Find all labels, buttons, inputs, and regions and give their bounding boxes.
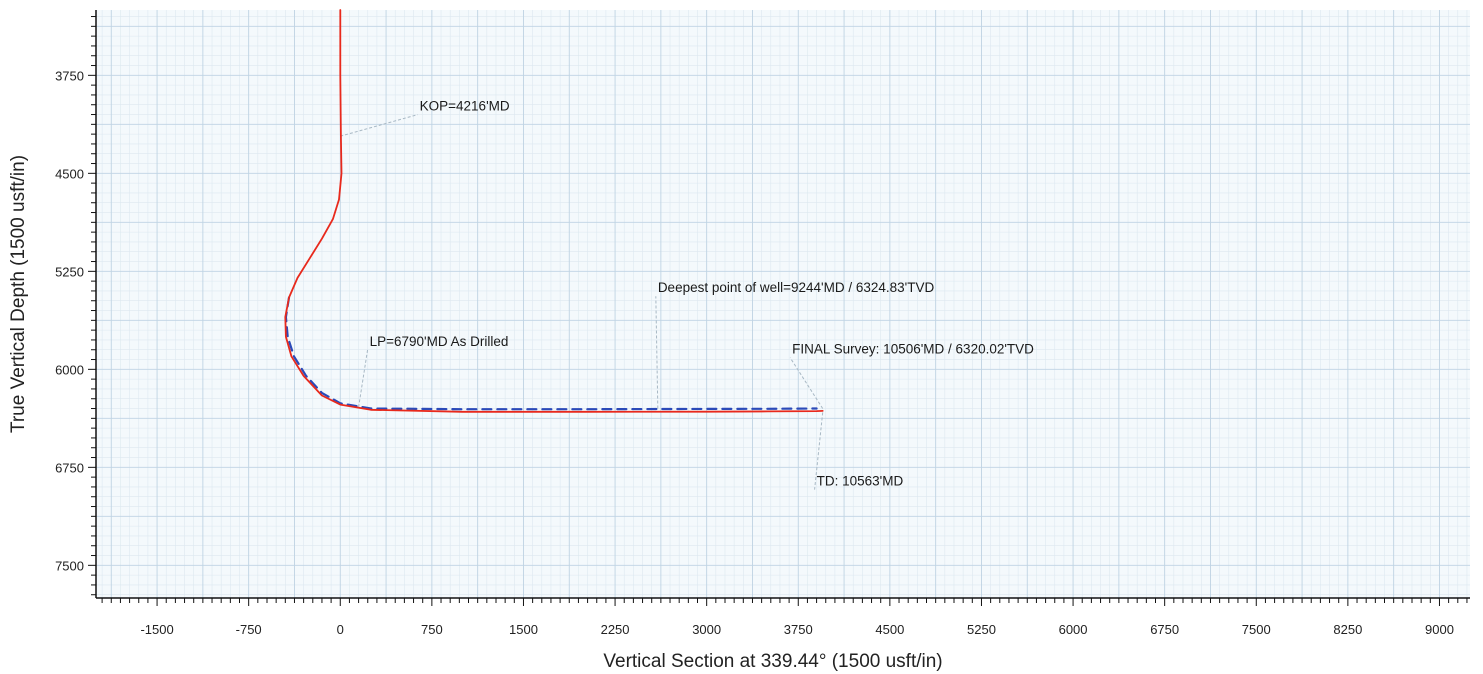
x-tick-label: 9000 xyxy=(1425,622,1454,637)
x-tick-label: 3750 xyxy=(784,622,813,637)
annotation-leader xyxy=(789,357,824,409)
annotation-leaders xyxy=(340,114,824,490)
x-tick-labels: -1500 -750 0 750 1500 2250 3000 3750 4500 5250 600… xyxy=(140,622,1453,637)
annotation-leader xyxy=(340,114,418,137)
minor-grid xyxy=(96,10,1470,598)
x-tick-label: 6750 xyxy=(1150,622,1179,637)
annotation-label: TD: 10563'MD xyxy=(817,474,904,489)
x-tick-label: 8250 xyxy=(1333,622,1362,637)
axes xyxy=(88,10,1470,606)
y-tick-label: 6750 xyxy=(55,460,84,475)
y-tick-label: 4500 xyxy=(55,166,84,181)
x-axis-title: Vertical Section at 339.44° (1500 usft/i… xyxy=(603,651,942,672)
y-tick-label: 7500 xyxy=(55,558,84,573)
x-tick-label: -750 xyxy=(236,622,262,637)
x-tick-label: 750 xyxy=(421,622,443,637)
x-tick-label: 6000 xyxy=(1059,622,1088,637)
y-tick-labels: 3750 4500 5250 6000 6750 7500 xyxy=(55,68,84,573)
y-tick-label: 6000 xyxy=(55,362,84,377)
annotation-label: LP=6790'MD As Drilled xyxy=(370,334,509,349)
x-tick-label: 1500 xyxy=(509,622,538,637)
annotation-leader xyxy=(655,296,659,409)
x-tick-label: 5250 xyxy=(967,622,996,637)
annotation-leader xyxy=(814,412,824,490)
x-tick-label: 4500 xyxy=(875,622,904,637)
x-tick-label: 0 xyxy=(337,622,344,637)
y-tick-label: 5250 xyxy=(55,264,84,279)
annotation-label: Deepest point of well=9244'MD / 6324.83'… xyxy=(658,280,935,295)
x-tick-label: 3000 xyxy=(692,622,721,637)
annotations: KOP=4216'MD LP=6790'MD As Drilled Deepest … xyxy=(370,99,1035,489)
annotation-label: FINAL Survey: 10506'MD / 6320.02'TVD xyxy=(792,342,1034,357)
series-layer xyxy=(284,9,824,413)
annotation-label: KOP=4216'MD xyxy=(420,99,510,114)
series-actual-line xyxy=(284,9,824,413)
plot-background xyxy=(96,10,1470,598)
x-tick-label: -1500 xyxy=(140,622,173,637)
y-axis-title: True Vertical Depth (1500 usft/in) xyxy=(8,155,29,433)
y-tick-label: 3750 xyxy=(55,68,84,83)
major-grid xyxy=(96,10,1470,598)
x-tick-label: 2250 xyxy=(601,622,630,637)
series-plan-line xyxy=(284,296,818,411)
x-tick-label: 7500 xyxy=(1242,622,1271,637)
